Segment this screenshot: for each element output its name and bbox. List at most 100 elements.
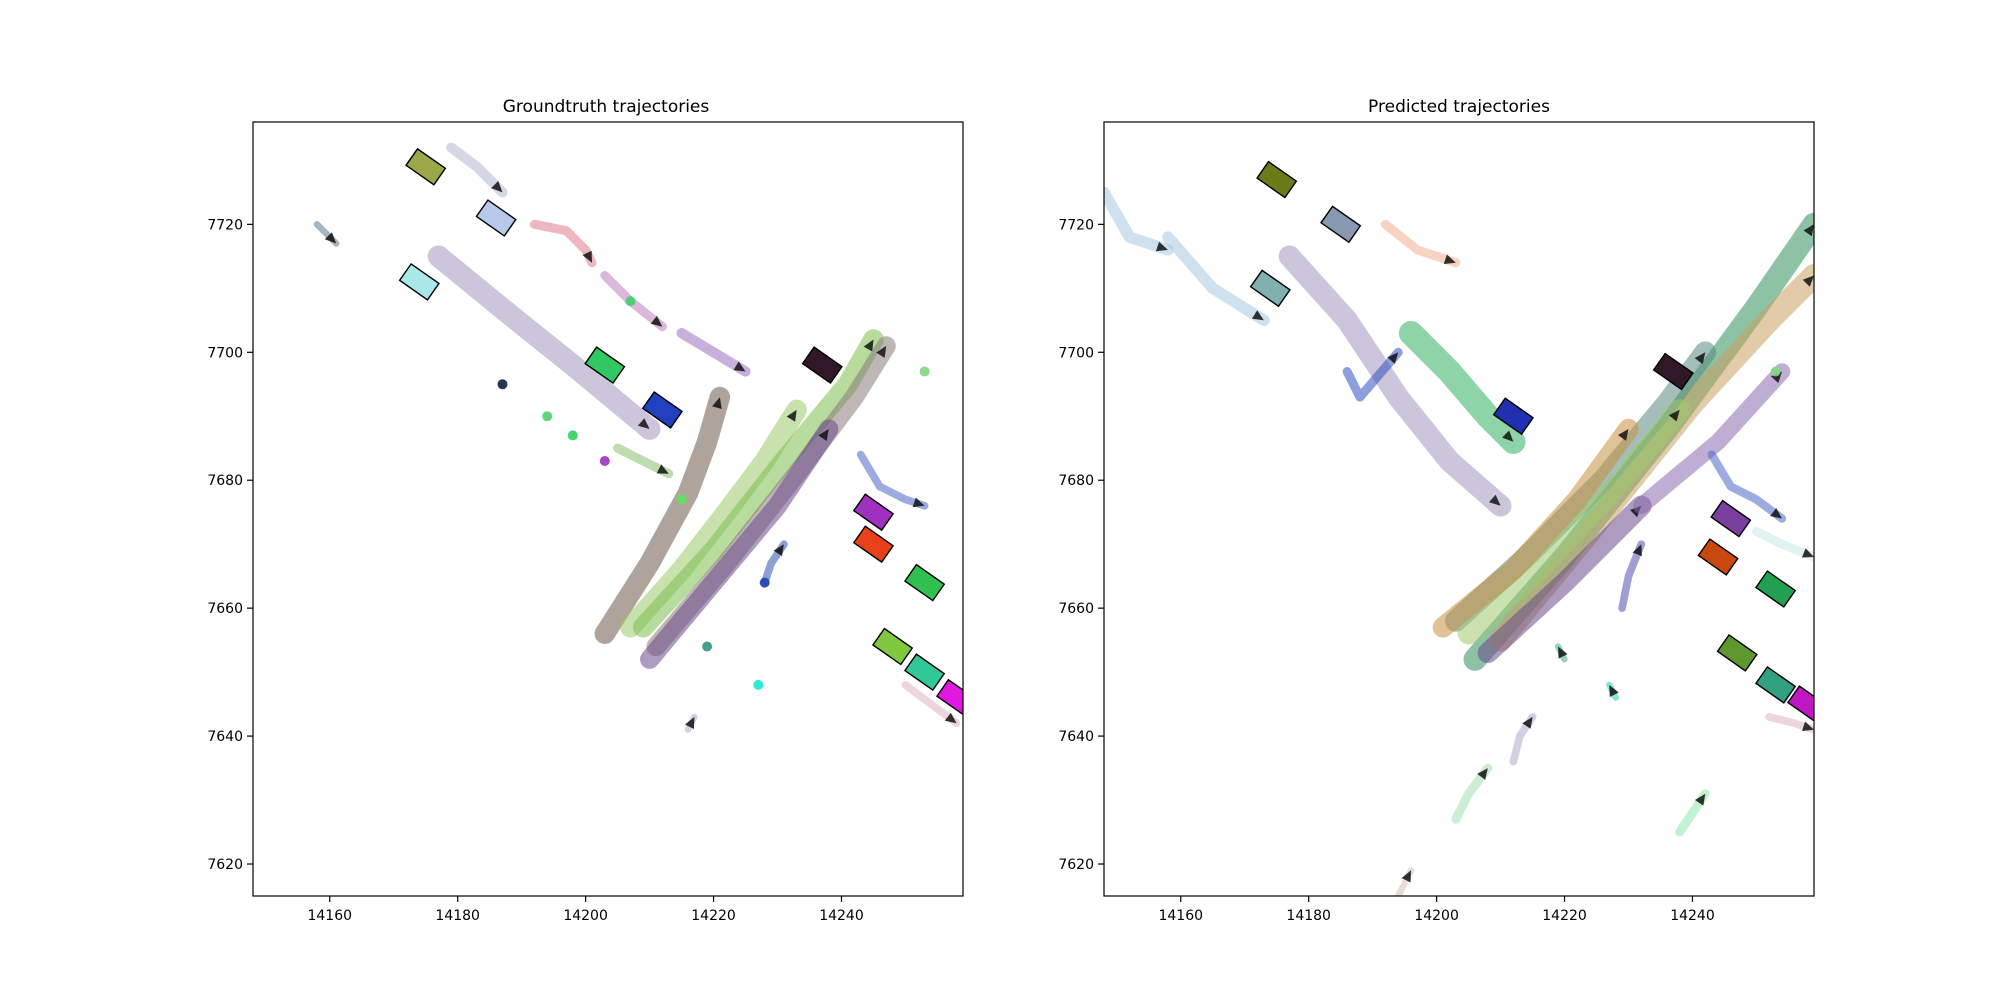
pred-trajectory-arrow-9: [1155, 241, 1168, 252]
pred-y-tick-label-3: 7680: [1058, 473, 1094, 489]
gt-y-tick-label-2: 7660: [207, 601, 243, 617]
gt-agent-2: [567, 430, 578, 441]
gt-agent-3: [599, 456, 610, 466]
gt-trajectory-2: [632, 329, 884, 638]
gt-trajectory-arrow-1: [786, 409, 797, 422]
pred-x-tick-label-1: 14180: [1286, 908, 1331, 924]
pred-trajectory-arrow-14: [1801, 548, 1814, 558]
pred-trajectory-15: [1618, 540, 1646, 612]
pred-x-tick-label-2: 14200: [1414, 908, 1459, 924]
pred-trajectory-5: [1477, 495, 1652, 664]
gt-trajectory-6: [446, 142, 508, 198]
pred-trajectory-arrow-4: [1618, 429, 1629, 441]
pred-vehicle-5: [1710, 499, 1752, 538]
pred-trajectory-arrow-15: [1632, 544, 1642, 557]
pred-trajectory-arrow-2: [1694, 352, 1706, 365]
gt-trajectory-9: [676, 328, 751, 377]
pred-y-tick-label-5: 7720: [1058, 217, 1094, 233]
gt-vehicle-11: [935, 678, 963, 717]
gt-trajectory-arrow-6: [491, 181, 503, 193]
gt-agent-5: [759, 577, 770, 588]
gt-y-tick-label-1: 7640: [207, 729, 243, 745]
pred-agent-0: [1770, 366, 1781, 377]
pred-vehicle-8: [1716, 633, 1758, 672]
gt-trajectory-5: [427, 245, 661, 440]
gt-trajectory-arrow-10: [656, 464, 669, 474]
pred-y-tick-label-0: 7620: [1058, 857, 1094, 873]
gt-x-tick-label-2: 14200: [563, 908, 608, 924]
gt-agent-6: [702, 641, 713, 652]
pred-trajectory-arrow-11: [1443, 254, 1456, 264]
gt-trajectory-arrow-7: [582, 250, 592, 263]
pred-vehicle-3: [1492, 397, 1535, 436]
pred-trajectory-13: [1707, 450, 1787, 523]
gt-trajectory-arrow-15: [324, 232, 337, 244]
pred-trajectory-arrow-18: [1695, 793, 1706, 806]
pred-vehicle-1: [1320, 205, 1362, 244]
pred-trajectory-arrow-16: [1802, 721, 1814, 731]
pred-trajectory-11: [1380, 219, 1461, 268]
gt-agent-1: [542, 411, 553, 422]
gt-trajectory-7: [529, 219, 597, 268]
pred-vehicle-9: [1754, 665, 1797, 704]
gt-y-tick-label-3: 7680: [207, 473, 243, 489]
pred-trajectory-arrow-17: [1477, 768, 1488, 780]
predicted-panel: Predicted trajectories 14160 14180 14200 14…: [1058, 97, 1815, 924]
gt-vehicle-2: [398, 262, 440, 301]
pred-y-tick-label-4: 7700: [1058, 345, 1094, 361]
pred-vehicle-7: [1754, 570, 1797, 608]
pred-trajectory-arrow-19: [1558, 646, 1568, 659]
pred-vehicle-6: [1697, 538, 1739, 576]
gt-x-tick-label-3: 14220: [691, 908, 736, 924]
gt-agent-9: [676, 494, 687, 505]
pred-x-tick-label-4: 14240: [1670, 908, 1715, 924]
gt-vehicle-3: [584, 346, 626, 385]
gt-trajectory-arrow-2: [863, 339, 874, 352]
pred-trajectory-arrow-8: [1502, 430, 1514, 442]
pred-trajectory-arrow-22: [1401, 870, 1411, 883]
gt-trajectory-arrow-12: [773, 544, 784, 557]
pred-trajectory-arrow-1: [1802, 275, 1814, 287]
pred-vehicle-4: [1652, 352, 1694, 391]
predicted-title: Predicted trajectories: [1368, 97, 1550, 117]
gt-y-tick-label-4: 7700: [207, 345, 243, 361]
pred-x-tick-label-0: 14160: [1158, 908, 1203, 924]
pred-trajectory-arrow-12: [1387, 352, 1399, 364]
pred-trajectory-arrow-21: [1522, 716, 1533, 729]
pred-trajectory-1: [1489, 264, 1814, 652]
groundtruth-title: Groundtruth trajectories: [503, 97, 710, 117]
gt-vehicle-1: [475, 199, 517, 237]
gt-trajectory-0: [594, 386, 731, 644]
pred-vehicle-2: [1249, 269, 1291, 308]
gt-vehicle-7: [852, 525, 895, 564]
gt-agent-8: [919, 366, 930, 377]
pred-trajectory-10: [1162, 231, 1270, 327]
pred-trajectory-9: [1104, 186, 1174, 256]
gt-agent-4: [625, 296, 636, 307]
gt-vehicle-5: [801, 346, 843, 385]
pred-trajectory-arrow-10: [1251, 310, 1264, 321]
gt-trajectory-4: [640, 419, 839, 669]
gt-agent-7: [753, 679, 764, 690]
gt-trajectory-arrow-0: [712, 397, 722, 409]
pred-trajectory-14: [1751, 526, 1814, 562]
gt-vehicle-10: [903, 653, 946, 692]
gt-trajectory-arrow-14: [685, 716, 695, 729]
groundtruth-panel: Groundtruth trajectories 14160 14180 14200…: [207, 97, 964, 924]
gt-vehicle-8: [903, 563, 946, 602]
pred-trajectory-arrow-13: [1770, 508, 1782, 519]
pred-trajectory-3: [1457, 399, 1691, 645]
gt-vehicle-4: [641, 390, 684, 429]
gt-trajectory-arrow-5: [637, 418, 650, 429]
pred-axes-frame: [1103, 121, 1815, 897]
pred-y-tick-label-1: 7640: [1058, 729, 1094, 745]
gt-vehicle-0: [405, 147, 447, 186]
pred-trajectory-arrow-20: [1609, 684, 1619, 697]
gt-x-tick-label-1: 14180: [435, 908, 480, 924]
gt-vehicle-9: [871, 627, 914, 666]
gt-trajectory-arrow-13: [944, 712, 957, 724]
gt-plot-area: [313, 142, 963, 733]
gt-trajectory-arrow-4: [818, 429, 829, 441]
pred-x-tick-label-3: 14220: [1542, 908, 1587, 924]
pred-trajectory-arrow-7: [1489, 494, 1501, 506]
